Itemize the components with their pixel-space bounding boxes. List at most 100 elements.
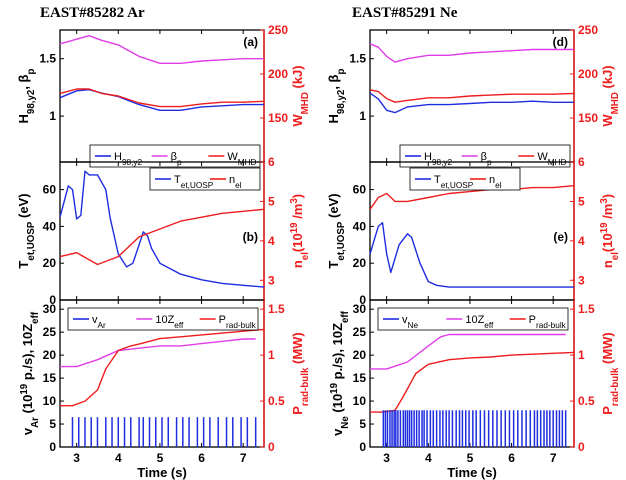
series-Prad-bulk [60,328,265,407]
y-left-tick-label: 5 [359,417,366,431]
y-right-tick-label: 5 [268,194,275,208]
y-left-tick-label: 25 [43,325,57,339]
y-left-tick-label: 20 [43,348,57,362]
y-left-axis-label: vAr (1019 p./s), 10Zeff [19,311,41,435]
panel-a: 1 1.5 150 200 250 H98,y2, βp WMHD (kJ) (a) H98,y… [16,23,311,168]
y-left-tick-label: 0 [49,440,56,454]
y-left-tick-label: 10 [353,394,367,408]
x-tick-label: 5 [467,451,474,465]
x-tick-label: 6 [198,451,205,465]
y-left-tick-label: 60 [43,183,57,197]
y-right-axis-label: WMHD (kJ) [290,65,311,126]
series-WMHD [59,88,265,108]
y-left-tick-label: 20 [353,348,367,362]
y-right-axis-label: WMHD (kJ) [600,65,621,126]
y-left-tick-label: 1 [359,109,366,123]
x-axis-label: Time (s) [447,465,497,480]
y-left-tick-label: 15 [43,371,57,385]
y-right-tick-label: 250 [578,23,598,37]
y-right-axis-label: nel(1019 /m3) [289,194,311,268]
panel-label: (a) [243,35,258,49]
series-Prad-bulk [370,351,575,413]
y-left-tick-label: 0 [49,293,56,307]
y-right-tick-label: 4 [268,234,275,248]
y-left-tick-label: 20 [353,256,367,270]
series-Tet,UOSP [59,170,265,288]
legend-label: vAr [92,314,106,330]
y-left-tick-label: 20 [43,256,57,270]
y-left-tick-label: 10 [43,394,57,408]
y-right-tick-label: 6 [578,155,585,169]
panel-c: 3 4 5 6 7 0 5 10 15 20 25 30 0 0.5 1 1.5 vAr (1019 p./s)… [19,299,311,480]
legend-box [149,167,261,191]
y-right-axis-label: Prad-bulk (MW) [290,332,311,415]
y-left-axis-label: H98,y2, βp [16,69,37,124]
series-Tet,UOSP [369,221,574,288]
panel-label: (e) [553,230,568,244]
legend-label: nel [229,174,242,190]
y-left-tick-label: 40 [353,219,367,233]
legend-box [409,167,521,191]
x-axis-label: Time (s) [137,465,187,480]
panel-e: 0 20 40 60 3 4 5 6 Tet,UOSP (eV) nel(1019 /m3) (e)… [326,155,621,307]
x-tick-label: 3 [383,451,390,465]
y-right-tick-label: 150 [268,111,288,125]
right-figure-title: EAST#85291 Ne [352,5,458,21]
plot-frame [59,29,265,163]
series-βp [369,43,574,63]
legend-box [377,307,569,331]
y-right-axis-label: nel(1019 /m3) [599,194,621,268]
x-tick-label: 6 [508,451,515,465]
y-left-tick-label: 30 [353,302,367,316]
series-nel [59,208,265,266]
series-βp [59,35,264,64]
series-10Zeff [60,338,256,368]
x-tick-label: 7 [240,451,247,465]
panel-label: (b) [243,230,258,244]
y-left-tick-label: 60 [353,183,367,197]
y-right-tick-label: 3 [268,273,275,287]
y-left-tick-label: 1.5 [349,52,366,66]
x-tick-label: 5 [157,451,164,465]
series-10Zeff [370,333,566,370]
legend-box [67,307,259,331]
y-right-tick-label: 0.5 [578,394,595,408]
legend-label: vNe [402,314,418,330]
y-right-tick-label: 4 [578,234,585,248]
left-figure-title: EAST#85282 Ar [40,5,145,21]
y-right-tick-label: 0 [578,440,585,454]
legend-label: Prad-bulk [219,314,257,330]
legend-label: nel [489,174,502,190]
legend-label: Prad-bulk [529,314,567,330]
y-right-tick-label: 150 [578,111,598,125]
y-left-axis-label: Tet,UOSP (eV) [326,193,347,268]
y-left-tick-label: 0 [359,440,366,454]
y-right-axis-label: Prad-bulk (MW) [600,332,621,415]
y-right-tick-label: 200 [578,67,598,81]
y-right-tick-label: 1 [268,348,275,362]
x-tick-label: 4 [115,451,122,465]
series-WMHD [369,89,575,103]
y-right-tick-label: 200 [268,67,288,81]
y-left-axis-label: Tet,UOSP (eV) [16,193,37,268]
legend: H98,y2 βp WMHD [399,144,571,168]
y-left-tick-label: 15 [353,371,367,385]
y-right-tick-label: 3 [578,273,585,287]
y-left-tick-label: 5 [49,417,56,431]
legend: Tet,UOSP nel [409,167,521,191]
legend: vNe 10Zeff Prad-bulk [377,307,569,331]
panel-b: 0 20 40 60 3 4 5 6 Tet,UOSP (eV) nel(1019 /m3) (b)… [16,155,311,307]
y-right-tick-label: 0 [268,440,275,454]
y-right-tick-label: 250 [268,23,288,37]
x-tick-label: 7 [550,451,557,465]
y-right-tick-label: 5 [578,194,585,208]
y-left-tick-label: 1.5 [39,52,56,66]
legend-label: 10Zeff [465,314,494,330]
y-right-tick-label: 1.5 [268,302,285,316]
panel-label: (d) [553,35,568,49]
series-H98,y2 [59,88,264,112]
legend-label: 10Zeff [155,314,184,330]
legend-label: Tet,UOSP [434,174,474,190]
y-left-tick-label: 0 [359,293,366,307]
x-tick-label: 4 [425,451,432,465]
